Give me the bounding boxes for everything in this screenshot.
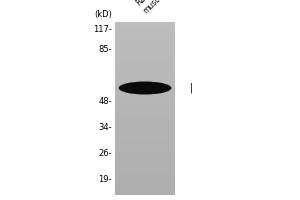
Text: |: | <box>190 83 193 93</box>
Text: 19-: 19- <box>98 176 112 184</box>
Text: Rat
muscle: Rat muscle <box>134 0 167 15</box>
Text: 117-: 117- <box>93 24 112 33</box>
Text: 85-: 85- <box>98 46 112 54</box>
Text: (kD): (kD) <box>94 10 112 19</box>
Text: 26-: 26- <box>98 148 112 158</box>
Text: 34-: 34- <box>98 123 112 132</box>
Text: 48-: 48- <box>98 98 112 106</box>
Ellipse shape <box>118 81 171 94</box>
